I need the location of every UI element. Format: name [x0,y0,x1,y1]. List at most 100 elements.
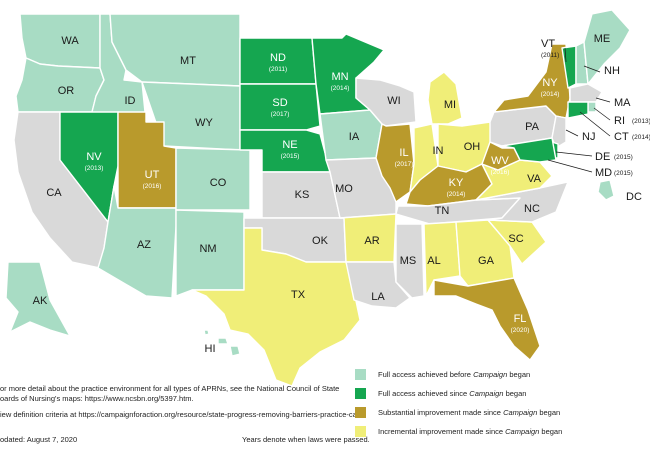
state-label-ks: KS [295,189,310,201]
state-year-fl: (2020) [511,327,530,334]
state-label-mi: MI [444,99,456,111]
state-label-wi: WI [387,95,400,107]
state-label-ny: NY [542,77,558,89]
state-label-ca: CA [46,187,62,199]
state-label-ma: MA [614,97,631,109]
state-ma [569,83,603,103]
state-wi [355,77,417,127]
state-year-il: (2017) [395,161,414,168]
state-year-nv: (2013) [85,165,104,172]
state-label-sc: SC [508,233,523,245]
state-co [175,147,251,211]
state-fl [433,277,541,361]
legend-label: Substantial improvement made since Campa… [378,407,561,417]
state-me [583,9,631,85]
note-criteria: iew definition criteria at https://campa… [0,410,364,419]
state-label-vt: VT [541,38,555,50]
legend-label: Incremental improvement made since Campa… [378,426,563,436]
state-nc [475,181,569,223]
state-nj [551,115,567,149]
state-label-co: CO [210,177,227,189]
state-dc [597,179,615,201]
leader-line-nh [583,65,601,73]
leader-line-nj [565,129,579,137]
legend: Full access achieved before Campaign beg… [355,366,562,442]
state-year-ky: (2014) [447,191,466,198]
state-la [345,261,411,309]
state-label-oh: OH [464,141,481,153]
state-label-ga: GA [478,255,495,267]
state-year-ri: (2013) [632,118,650,125]
state-label-nc: NC [524,203,540,215]
state-mi [427,71,463,125]
legend-swatch [355,387,366,399]
state-label-fl: FL [514,313,527,325]
leader-line-md [547,159,593,173]
note-ncsbn-line1: or more detail about the practice enviro… [0,384,340,393]
state-label-wy: WY [195,117,213,129]
legend-swatch [355,368,366,380]
state-label-ia: IA [349,131,360,143]
state-ri [587,101,597,113]
state-label-me: ME [594,33,611,45]
state-label-nh: NH [604,65,620,77]
state-label-mt: MT [180,55,196,67]
state-year-nd: (2011) [269,66,287,73]
note-updated: odated: August 7, 2020 [0,435,78,444]
state-label-ky: KY [449,177,464,189]
state-al [423,221,461,297]
note-years: Years denote when laws were passed. [242,435,370,444]
state-label-va: VA [527,173,542,185]
state-ny [493,43,571,119]
state-year-de: (2015) [614,154,633,161]
state-hi-island [203,329,210,336]
state-label-tn: TN [435,205,450,217]
state-label-or: OR [58,85,75,97]
leader-line-ri [593,107,611,121]
state-label-pa: PA [525,121,540,133]
state-label-de: DE [595,151,610,163]
state-label-az: AZ [137,239,151,251]
state-year-md: (2015) [614,170,633,177]
state-label-in: IN [433,145,444,157]
state-year-ne: (2015) [281,153,300,160]
state-label-nj: NJ [582,131,595,143]
state-label-la: LA [371,291,385,303]
leader-line-vt [564,47,567,63]
state-label-nv: NV [86,151,102,163]
state-il [375,123,415,203]
state-md [501,137,557,163]
legend-swatch [355,406,366,418]
leader-line-de [555,151,593,157]
state-label-ok: OK [312,235,329,247]
state-label-ri: RI [614,115,625,127]
state-label-tx: TX [291,289,306,301]
state-sd [239,83,321,131]
state-label-al: AL [427,255,440,267]
leader-line-ma [595,97,611,103]
state-year-mn: (2014) [331,85,350,92]
state-label-mn: MN [331,71,348,83]
state-label-wv: WV [491,155,509,167]
state-label-ut: UT [145,169,160,181]
state-label-wa: WA [61,35,79,47]
legend-swatch [355,425,366,437]
state-ak [5,261,71,337]
state-label-ne: NE [282,139,297,151]
state-year-vt: (2011) [541,52,559,59]
state-hi [217,337,229,345]
state-label-id: ID [125,95,136,107]
state-label-ct: CT [614,131,629,143]
state-az [97,185,177,299]
legend-label: Full access achieved since Campaign bega… [378,388,527,398]
state-label-dc: DC [626,191,642,203]
state-tx [191,227,361,387]
state-label-nd: ND [270,52,286,64]
state-label-il: IL [399,147,408,159]
state-year-wv: (2016) [491,169,510,176]
legend-item: Incremental improvement made since Campa… [355,423,562,439]
state-label-nm: NM [199,243,216,255]
state-hi-island [229,345,241,357]
state-label-ms: MS [400,255,417,267]
legend-item: Full access achieved since Campaign bega… [355,385,562,401]
